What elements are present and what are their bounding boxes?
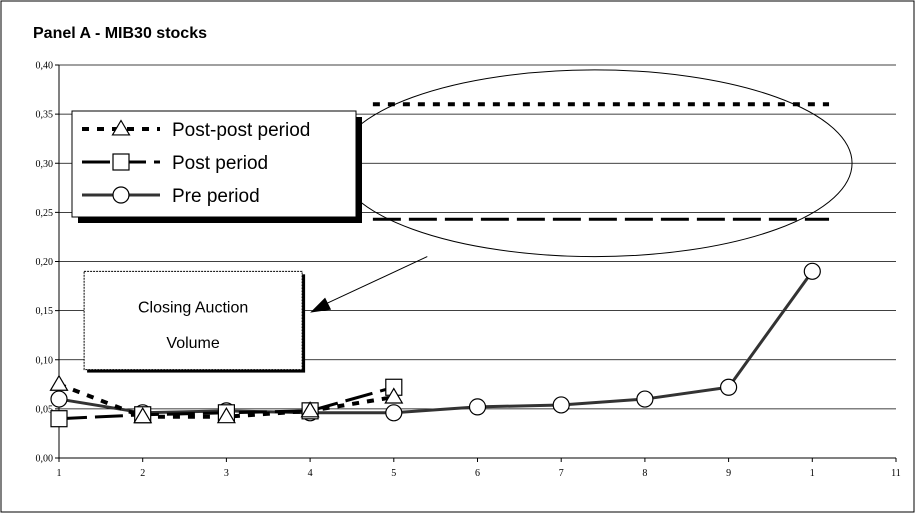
x-tick-label: 1 [810, 468, 815, 479]
callout: Closing Auction Volume [83, 69, 853, 373]
y-tick-label: 0,15 [36, 306, 54, 317]
data-point-triangle [216, 407, 236, 424]
legend-label: Pre period [172, 186, 260, 207]
legend-swatch-circle [112, 186, 130, 204]
callout-arrowhead [310, 297, 332, 313]
data-point-circle [50, 390, 68, 408]
series-line-triangle [58, 382, 395, 419]
chart-title: Panel A - MIB30 stocks [33, 25, 207, 42]
x-tick-label: 3 [224, 468, 229, 479]
x-tick-label: 4 [308, 468, 313, 479]
data-point-circle [552, 396, 570, 414]
data-point-triangle [384, 387, 404, 404]
y-tick-label: 0,30 [36, 159, 54, 170]
x-tick-label: 2 [140, 468, 145, 479]
series-line-circle [58, 270, 814, 415]
y-tick-label: 0,25 [36, 208, 54, 219]
legend-label: Post period [172, 153, 268, 174]
y-tick-label: 0,00 [36, 454, 54, 465]
data-point-circle [636, 390, 654, 408]
data-point-square [50, 410, 68, 428]
data-point-triangle [300, 401, 320, 418]
data-point-circle [803, 262, 821, 280]
data-point-circle [719, 378, 738, 396]
x-tick-label: 7 [559, 468, 564, 479]
legend-swatch-triangle [111, 119, 131, 136]
x-tick-label: 11 [891, 468, 901, 479]
x-tick-label: 6 [475, 468, 480, 479]
callout-arrow-line [321, 256, 428, 307]
data-point-triangle [49, 374, 69, 391]
y-tick-label: 0,35 [36, 110, 54, 121]
legend: Post-post period Post period Pre period [71, 110, 362, 223]
callout-box [83, 270, 303, 371]
x-tick-label: 8 [642, 468, 647, 479]
series [49, 262, 821, 428]
data-point-circle [468, 398, 487, 416]
legend-swatch-square [112, 153, 130, 171]
callout-text-line2: Volume [166, 335, 219, 352]
x-tick-label: 1 [57, 468, 62, 479]
data-point-triangle [133, 407, 153, 424]
y-tick-label: 0,20 [36, 257, 54, 268]
y-tick-label: 0,40 [36, 61, 54, 72]
y-tick-label: 0,10 [36, 355, 54, 366]
legend-label: Post-post period [172, 120, 310, 141]
callout-text-line1: Closing Auction [138, 300, 248, 317]
axes: 0,00 0,05 0,10 0,15 0,20 0,25 0,30 0,35 0,40 1 2 3 4… [36, 61, 901, 480]
x-tick-label: 9 [726, 468, 731, 479]
data-point-circle [385, 404, 403, 422]
y-tick-label: 0,05 [36, 404, 54, 415]
x-tick-label: 5 [391, 468, 396, 479]
